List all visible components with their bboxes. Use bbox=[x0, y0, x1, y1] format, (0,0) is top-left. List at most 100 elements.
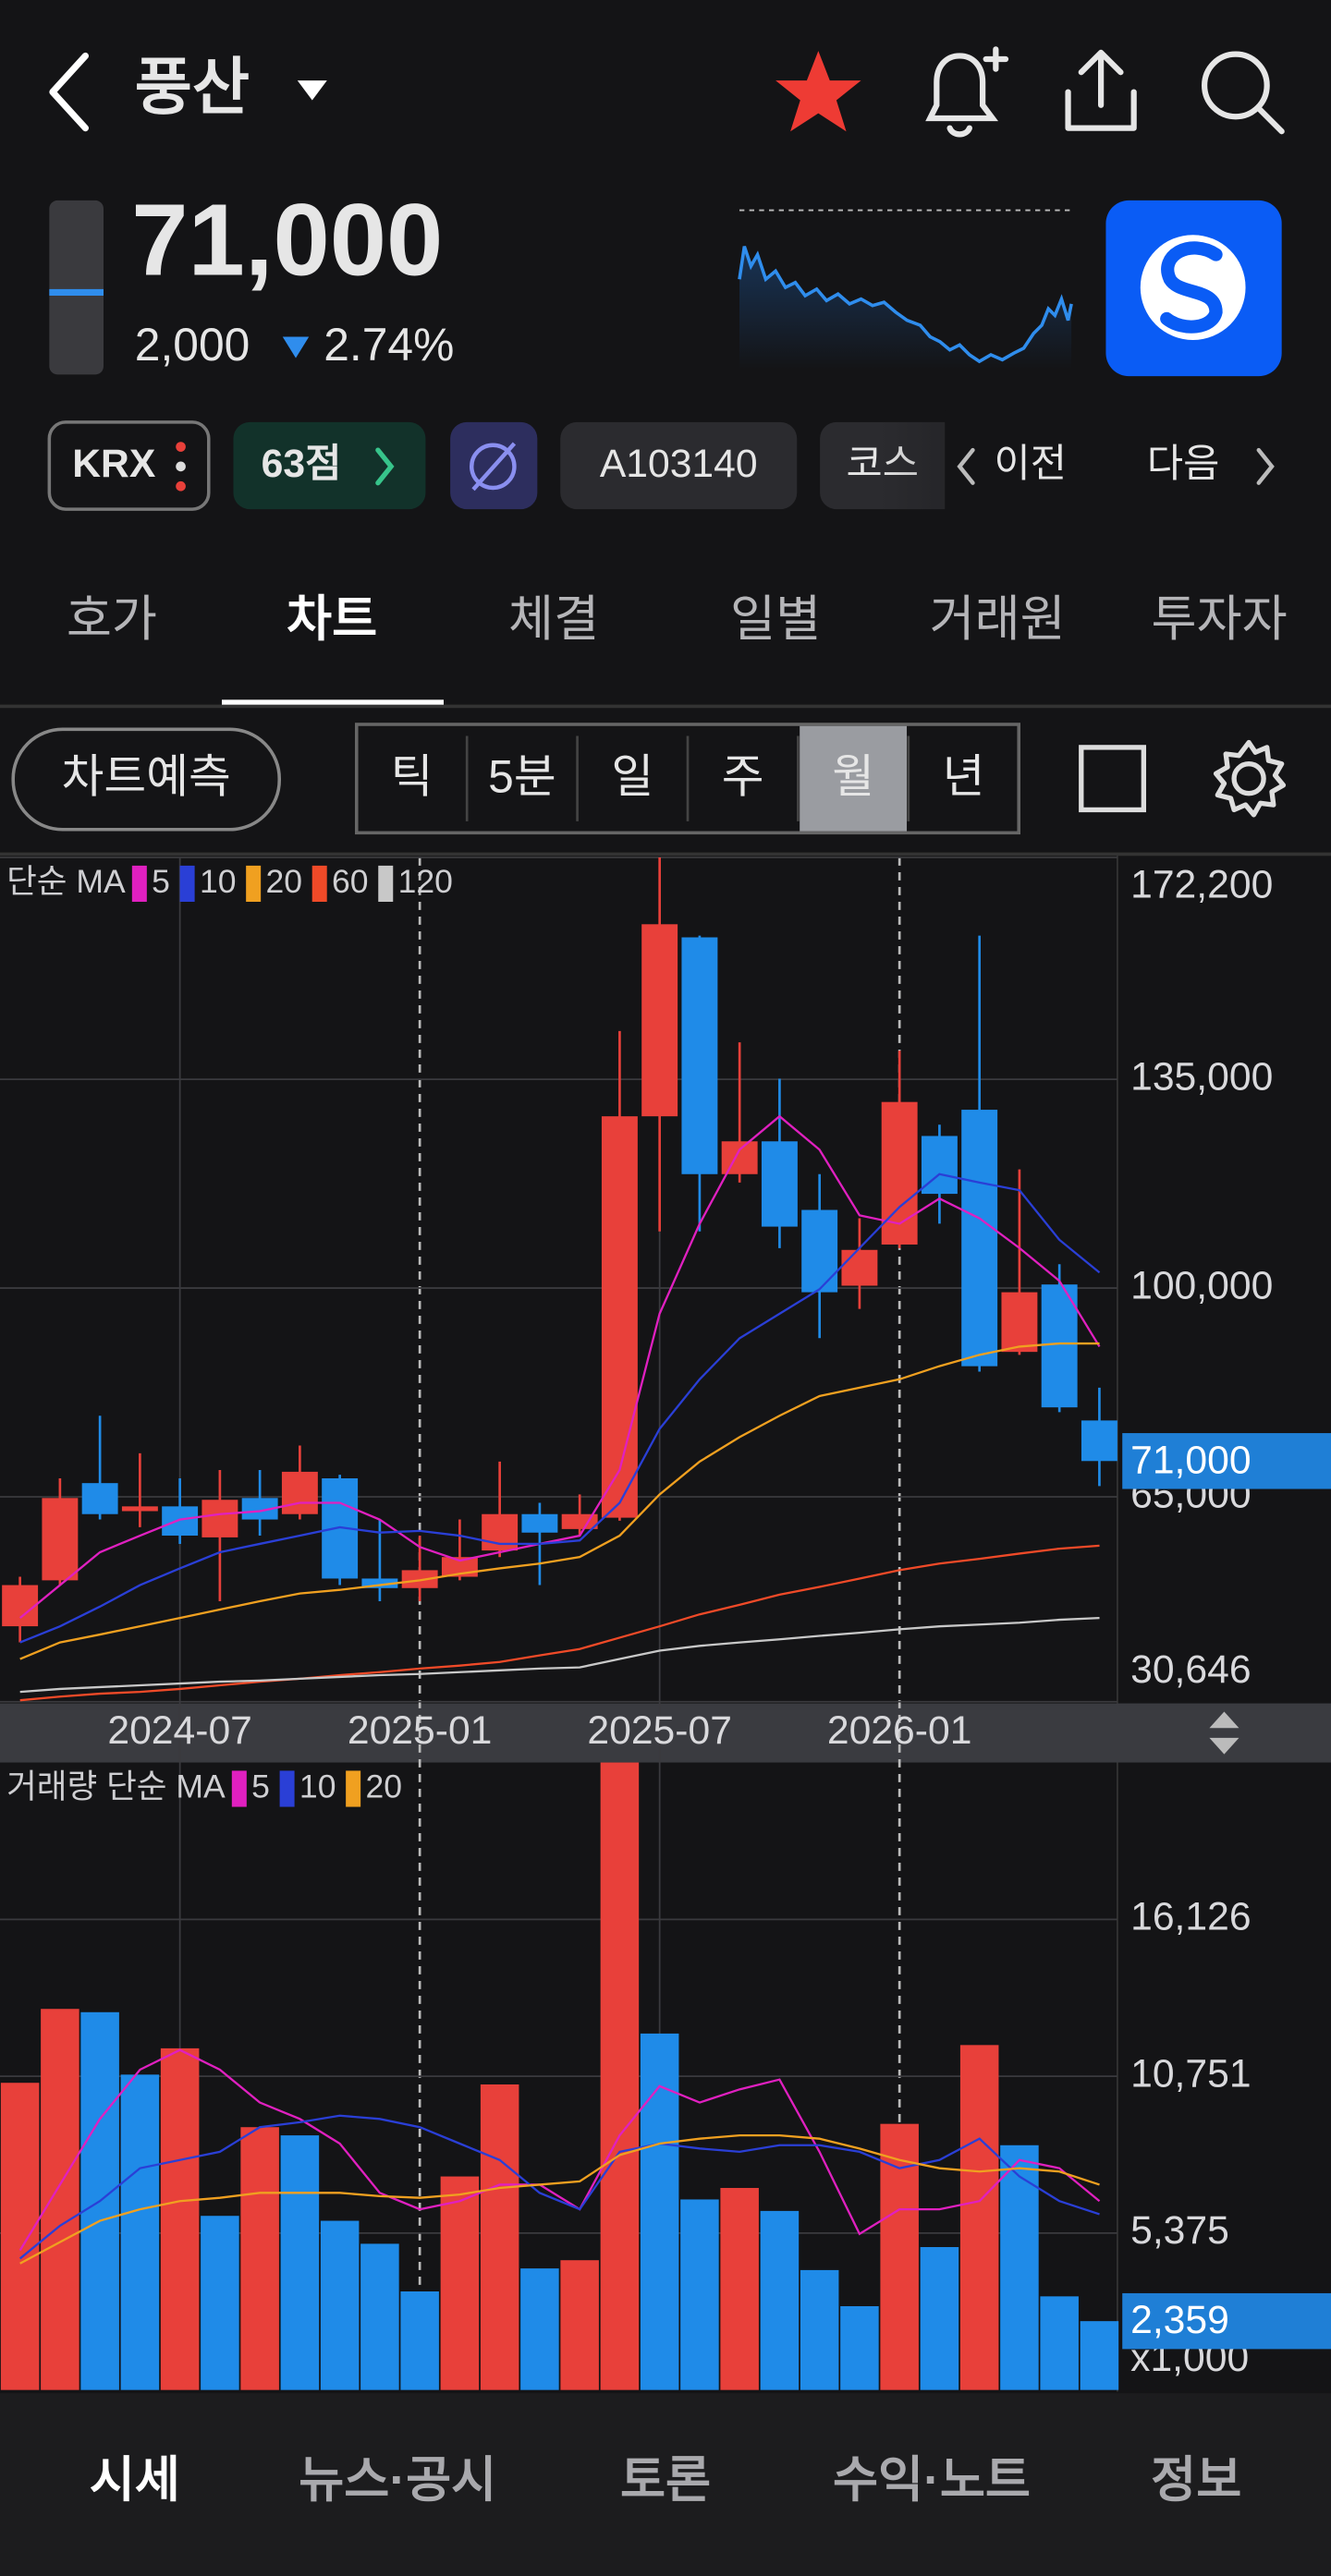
exchange-chip[interactable] bbox=[47, 420, 211, 511]
legend-swatch bbox=[311, 865, 327, 902]
settings-button[interactable] bbox=[1213, 739, 1287, 818]
forecast-label[interactable]: 차트예측 bbox=[62, 751, 231, 803]
period-selected bbox=[800, 725, 908, 832]
chip-nav-bg bbox=[945, 410, 1331, 523]
nav-item[interactable]: 정보 bbox=[1151, 2453, 1241, 2508]
legend-title: 단순 MA bbox=[6, 863, 126, 900]
candle-body bbox=[42, 1498, 79, 1581]
legend-label: 5 bbox=[152, 863, 170, 900]
volume-bar bbox=[41, 2009, 79, 2390]
tab-bar: 호가 차트 체결 일별 거래원 투자자 bbox=[67, 592, 1288, 705]
x-tick-label: 2026-01 bbox=[827, 1708, 972, 1753]
price-change: 2,000 bbox=[135, 319, 250, 371]
ma-line bbox=[19, 1342, 1100, 1660]
ma-line bbox=[18, 2048, 1101, 2252]
legend-label: 60 bbox=[332, 863, 369, 900]
tab[interactable]: 차트 bbox=[287, 592, 377, 647]
period-option[interactable]: 5분 bbox=[488, 751, 556, 803]
bottom-nav: 시세 뉴스·공시 토론 수익·노트 정보 bbox=[90, 2453, 1242, 2508]
period-option[interactable]: 일 bbox=[611, 751, 653, 803]
current-value-tag bbox=[1122, 2292, 1331, 2350]
prev-chevron[interactable] bbox=[957, 447, 975, 485]
volume-bar bbox=[201, 2216, 239, 2390]
candle-body bbox=[1041, 1284, 1078, 1408]
period-option[interactable]: 주 bbox=[722, 751, 764, 803]
legend-swatch bbox=[346, 1770, 361, 1807]
exchange-label[interactable]: KRX bbox=[72, 442, 156, 486]
favorite-star[interactable] bbox=[775, 51, 861, 132]
volume-bar bbox=[840, 2305, 879, 2390]
candle-body bbox=[761, 1141, 798, 1227]
volume-bar bbox=[160, 2047, 200, 2390]
next-button[interactable]: 다음 bbox=[1147, 442, 1220, 486]
candle-body bbox=[361, 1578, 398, 1588]
nav-item[interactable]: 토론 bbox=[620, 2453, 711, 2508]
volume-bar bbox=[720, 2188, 759, 2390]
stock-title[interactable]: 풍산 bbox=[135, 53, 250, 122]
candle-body bbox=[801, 1209, 838, 1293]
legend-swatch bbox=[231, 1770, 247, 1807]
period-option[interactable]: 틱 bbox=[391, 751, 433, 803]
tab[interactable]: 거래원 bbox=[930, 592, 1066, 647]
legend-swatch bbox=[378, 865, 394, 902]
share-icon[interactable] bbox=[1065, 49, 1137, 131]
prev-button[interactable]: 이전 bbox=[995, 442, 1068, 486]
legend-title: 거래량 단순 MA bbox=[6, 1768, 226, 1804]
volume-bar bbox=[640, 2033, 679, 2390]
tab[interactable]: 일별 bbox=[730, 592, 821, 647]
nav-item[interactable]: 뉴스·공시 bbox=[299, 2453, 496, 2508]
ma-line bbox=[19, 1544, 1100, 1702]
period-option[interactable]: 월 bbox=[832, 751, 874, 803]
candle-body bbox=[521, 1513, 558, 1533]
alert-icon[interactable] bbox=[925, 46, 1009, 138]
nav-item[interactable]: 시세 bbox=[90, 2453, 180, 2508]
chart-area: 2024-07 2025-01 2025-07 2026-0130,64665,000… bbox=[0, 857, 1331, 2390]
candle-body bbox=[721, 1141, 758, 1174]
current-price: 71,000 bbox=[131, 184, 443, 298]
period-option[interactable]: 년 bbox=[943, 751, 985, 803]
volume-bar bbox=[400, 2291, 439, 2390]
resize-handle[interactable] bbox=[1209, 1737, 1239, 1755]
candle-body bbox=[561, 1513, 598, 1529]
tab[interactable]: 체결 bbox=[508, 592, 599, 647]
volume-bar bbox=[1080, 2321, 1119, 2390]
broker-logo[interactable] bbox=[1105, 200, 1282, 377]
forecast-button[interactable] bbox=[11, 727, 281, 832]
search-icon[interactable] bbox=[1202, 51, 1285, 135]
resize-handle[interactable] bbox=[1209, 1711, 1239, 1729]
chip-dot bbox=[176, 442, 186, 452]
chip-dot bbox=[176, 461, 186, 472]
nav-item[interactable]: 수익·노트 bbox=[833, 2453, 1031, 2508]
volume-bar bbox=[959, 2045, 999, 2390]
volume-bar bbox=[920, 2247, 959, 2390]
next-chevron[interactable] bbox=[1256, 447, 1275, 485]
candle-body bbox=[281, 1471, 318, 1514]
volume-bar bbox=[1000, 2145, 1039, 2390]
score-label[interactable]: 63점 bbox=[262, 442, 342, 486]
y-tick-label: 135,000 bbox=[1130, 1054, 1273, 1099]
current-value-label: 2,359 bbox=[1130, 2298, 1229, 2342]
code-label[interactable]: A103140 bbox=[600, 442, 758, 486]
legend-label: 5 bbox=[251, 1768, 270, 1804]
tab[interactable]: 투자자 bbox=[1152, 592, 1288, 647]
change-percent: 2.74% bbox=[324, 319, 454, 371]
back-button[interactable] bbox=[49, 52, 89, 132]
current-value-label: 71,000 bbox=[1130, 1438, 1251, 1482]
layout-button[interactable] bbox=[1079, 745, 1146, 813]
sparkline-area bbox=[739, 246, 1072, 370]
compare-icon bbox=[471, 442, 517, 492]
candle-body bbox=[681, 937, 718, 1174]
x-tick-label: 2024-07 bbox=[107, 1708, 252, 1753]
volume-bar bbox=[760, 2210, 800, 2390]
y-tick-label: 16,126 bbox=[1130, 1895, 1251, 1939]
candle-body bbox=[81, 1483, 118, 1514]
dropdown-icon[interactable] bbox=[297, 80, 327, 101]
code-chip[interactable] bbox=[560, 421, 798, 510]
tab[interactable]: 호가 bbox=[67, 592, 157, 647]
candle-body bbox=[241, 1498, 278, 1520]
y-tick-label: 5,375 bbox=[1130, 2208, 1229, 2253]
period-frame bbox=[355, 723, 1020, 835]
score-chip[interactable] bbox=[233, 421, 426, 510]
volume-bar bbox=[560, 2260, 599, 2390]
